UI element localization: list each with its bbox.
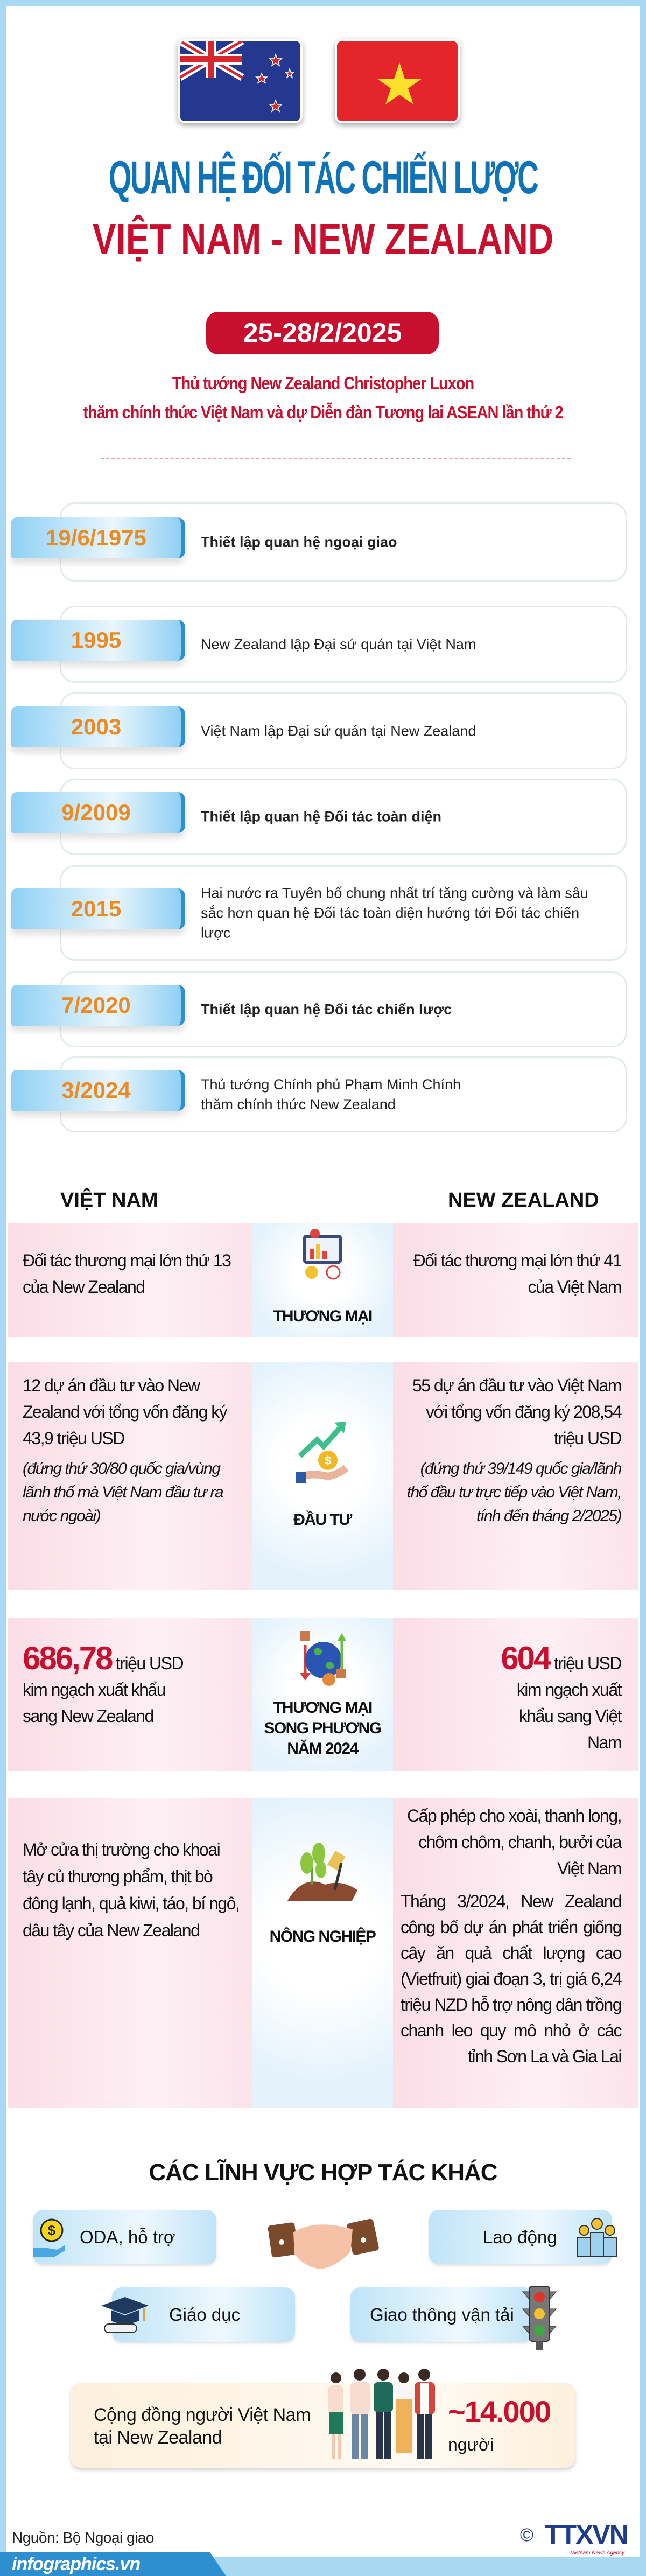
timeline-text: Thiết lập quan hệ Đối tác toàn diện — [201, 808, 442, 825]
svg-text:$: $ — [48, 2222, 56, 2238]
coop-transport-label: Giao thông vận tải — [370, 2305, 514, 2325]
nz-export-text: kim ngạch xuất khẩu sang Việt Nam — [516, 1680, 622, 1752]
coop-education: Giáo dục — [101, 2287, 295, 2342]
bilateral-trade-label: THƯƠNG MẠI SONG PHƯƠNG NĂM 2024 — [264, 1699, 382, 1758]
new-zealand-flag-icon — [178, 39, 303, 123]
workers-icon — [577, 2218, 617, 2257]
trade-new-zealand-text: Đối tác thương mại lớn thứ 41 của Việt N… — [413, 1251, 622, 1297]
site-link[interactable]: infographics.vn — [12, 2554, 141, 2574]
timeline-date: 19/6/1975 — [11, 517, 185, 558]
row-agriculture: Mở cửa thị trường cho khoai tây củ thươn… — [8, 1798, 638, 2108]
agriculture-nz-license-text: Cấp phép cho xoài, thanh long, chôm chôm… — [407, 1806, 622, 1878]
column-header-vietnam: VIỆT NAM — [60, 1189, 158, 1212]
coop-labor-label: Lao động — [483, 2227, 557, 2247]
source-text: Nguồn: Bộ Ngoại giao — [12, 2529, 154, 2546]
column-header-new-zealand: NEW ZEALAND — [448, 1189, 599, 1212]
site-banner — [0, 2552, 226, 2576]
handshake-icon — [268, 2218, 379, 2269]
investment-growth-icon: $ — [296, 1422, 349, 1483]
trade-chart-icon — [303, 1229, 342, 1280]
subtitle-line1: Thủ tướng New Zealand Christopher Luxon — [172, 373, 474, 393]
investment-vietnam-note: (đứng thứ 30/80 quốc gia/vùng lãnh thổ m… — [23, 1460, 224, 1525]
nz-export-unit: triệu USD — [553, 1654, 622, 1673]
row-trade: Đối tác thương mại lớn thứ 13 của New Ze… — [8, 1223, 638, 1337]
timeline-date: 7/2020 — [11, 984, 185, 1026]
row-investment: 12 dự án đầu tư vào New Zealand với tổng… — [8, 1362, 638, 1590]
ttxvn-logo: TTXVN — [545, 2519, 629, 2550]
timeline-date: 1995 — [11, 619, 185, 661]
nz-export-value: 604 — [501, 1640, 551, 1676]
other-fields-title: CÁC LĨNH VỰC HỢP TÁC KHÁC — [149, 2159, 497, 2186]
title-line1: QUAN HỆ ĐỐI TÁC CHIẾN LƯỢC — [108, 152, 539, 204]
community-unit: người — [448, 2435, 494, 2454]
traffic-light-icon — [522, 2286, 557, 2350]
timeline-date: 2003 — [11, 706, 185, 747]
timeline-text: Việt Nam lập Đại sứ quán tại New Zealand — [201, 723, 476, 739]
community-label: Cộng đồng người Việt Nam tại New Zealand — [94, 2405, 311, 2448]
community-box: Cộng đồng người Việt Nam tại New Zealand… — [71, 2369, 575, 2468]
timeline-date: 3/2024 — [11, 1069, 185, 1111]
people-group-icon — [328, 2369, 435, 2459]
timeline-text: Thiết lập quan hệ Đối tác chiến lược — [201, 1001, 452, 1017]
agriculture-nz-vietfruit-text: Tháng 3/2024, New Zealand công bố dự án … — [401, 1892, 622, 2066]
svg-text:$: $ — [325, 1454, 331, 1467]
coop-oda: $ ODA, hỗ trợ — [33, 2210, 216, 2264]
timeline-text: Hai nước ra Tuyên bố chung nhất trí tăng… — [201, 885, 588, 941]
globe-trade-icon — [300, 1631, 346, 1686]
vietnam-flag-icon — [335, 39, 460, 123]
coop-oda-label: ODA, hỗ trợ — [80, 2227, 175, 2247]
logo-subtitle: Vietnam News Agency — [571, 2550, 625, 2556]
vietnam-export-unit: triệu USD — [115, 1654, 184, 1673]
title-line2: VIỆT NAM - NEW ZEALAND — [92, 215, 554, 263]
coop-education-label: Giáo dục — [169, 2305, 241, 2325]
copyright-symbol: © — [520, 2525, 534, 2545]
agriculture-vietnam-text: Mở cửa thị trường cho khoai tây củ thươn… — [23, 1840, 240, 1940]
graduation-cap-icon — [101, 2297, 149, 2333]
trade-label: THƯƠNG MẠI — [273, 1307, 373, 1325]
coop-transport: Giao thông vận tải — [350, 2286, 557, 2350]
investment-vietnam-text: 12 dự án đầu tư vào New Zealand với tổng… — [23, 1376, 228, 1448]
investment-new-zealand-text: 55 dự án đầu tư vào Việt Nam với tổng vố… — [412, 1376, 622, 1448]
timeline-text: New Zealand lập Đại sứ quán tại Việt Nam — [201, 636, 476, 652]
money-hand-icon: $ — [33, 2218, 65, 2257]
timeline-date: 2015 — [11, 888, 185, 929]
coop-labor: Lao động — [429, 2210, 617, 2264]
trade-vietnam-text: Đối tác thương mại lớn thứ 13 của New Ze… — [23, 1251, 231, 1297]
agriculture-label: NÔNG NGHIỆP — [269, 1928, 376, 1945]
timeline-text: Thủ tướng Chính phủ Phạm Minh Chính thăm… — [201, 1076, 461, 1112]
subtitle-line2: thăm chính thức Việt Nam và dự Diễn đàn … — [83, 402, 563, 422]
vietnam-export-text: kim ngạch xuất khẩu sang New Zealand — [23, 1680, 166, 1726]
row-bilateral-trade: 686,78 triệu USD kim ngạch xuất khẩu san… — [8, 1618, 638, 1771]
investment-new-zealand-note: (đứng thứ 39/149 quốc gia/lãnh thổ đầu t… — [406, 1460, 622, 1525]
divider — [101, 458, 571, 459]
community-value: ~14.000 — [448, 2395, 551, 2428]
agriculture-plant-icon — [287, 1843, 357, 1901]
vietnam-export-value: 686,78 — [23, 1640, 114, 1676]
investment-label: ĐẦU TƯ — [293, 1511, 352, 1529]
timeline-date: 9/2009 — [11, 792, 185, 833]
date-badge: 25-28/2/2025 — [206, 312, 439, 354]
timeline-text: Thiết lập quan hệ ngoại giao — [201, 534, 397, 550]
